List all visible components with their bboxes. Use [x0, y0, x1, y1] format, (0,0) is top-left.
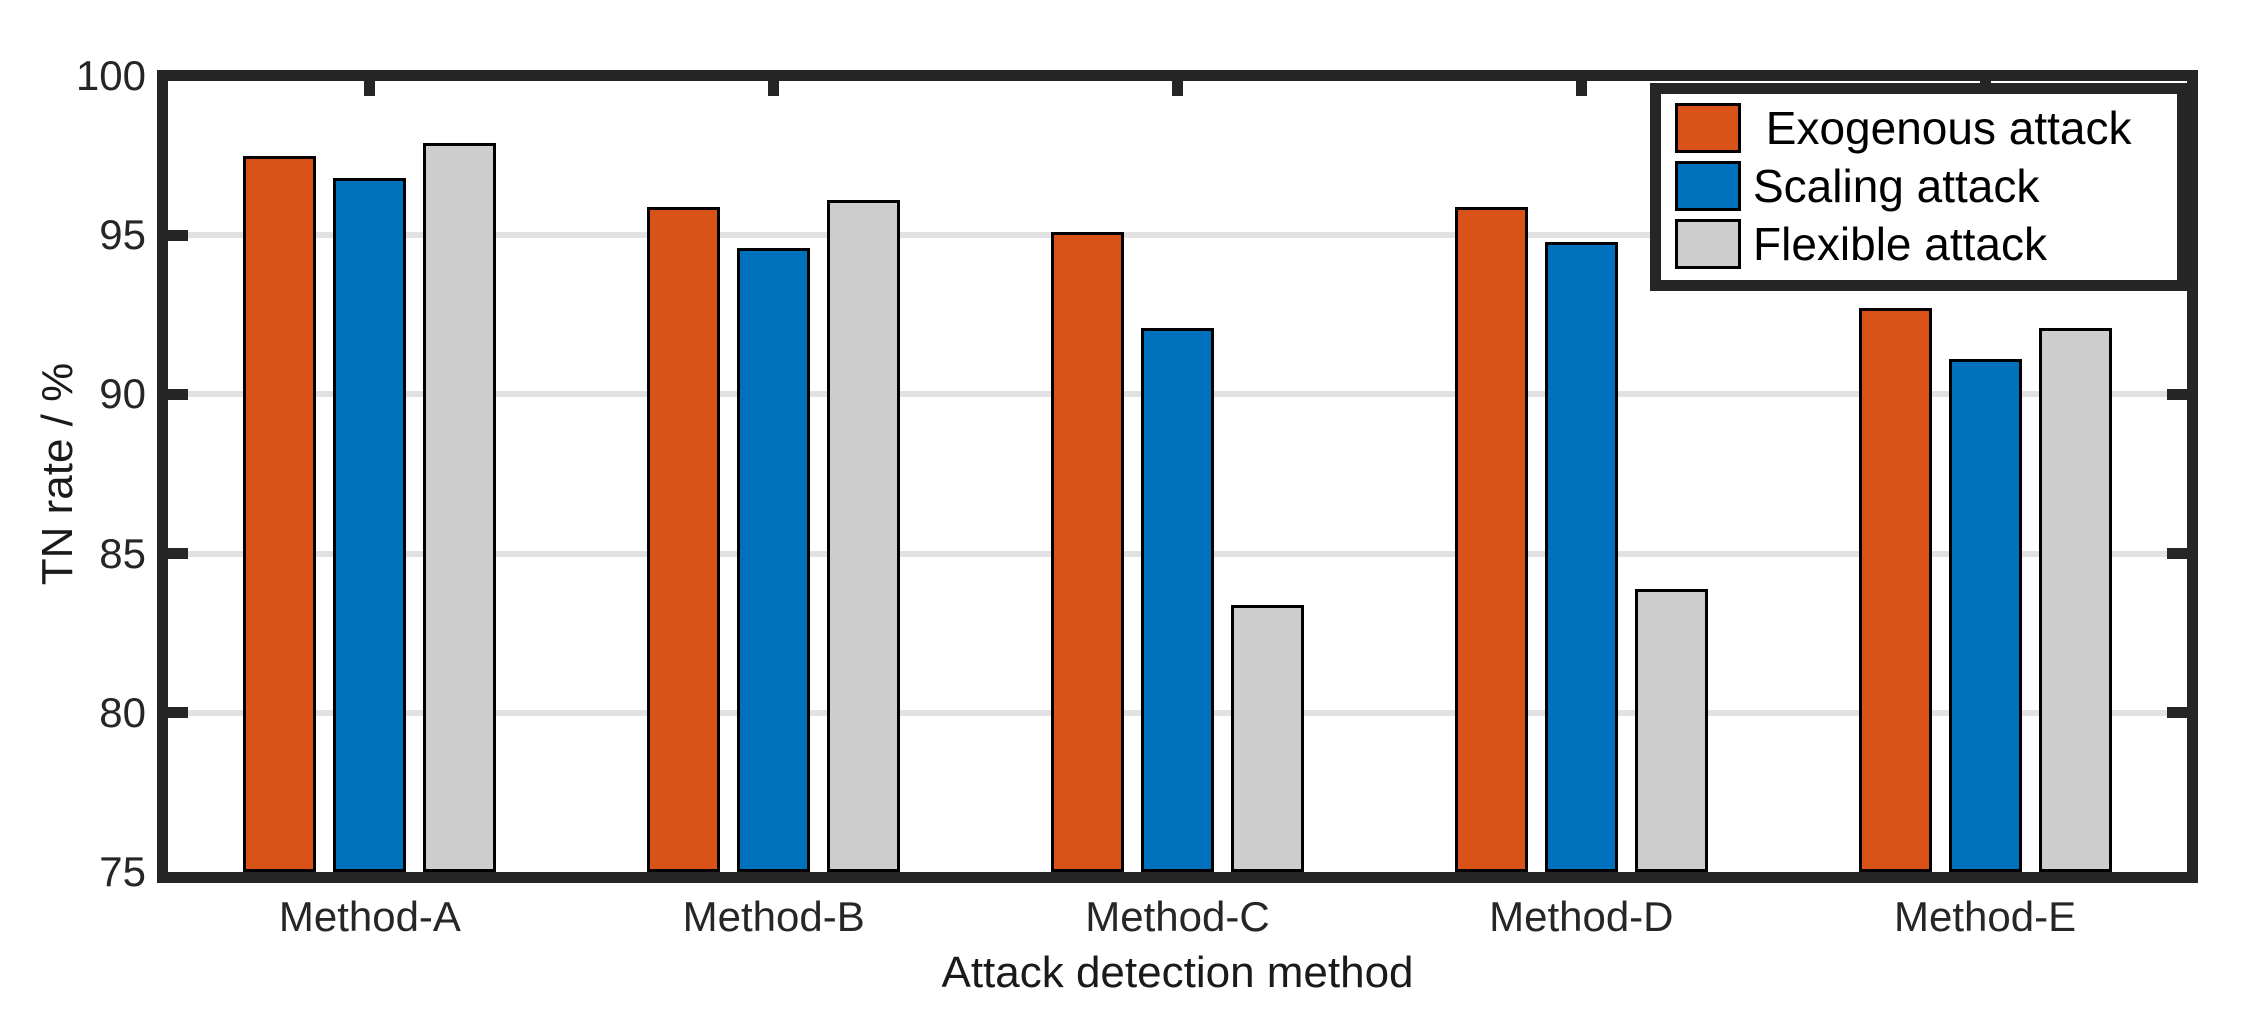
x-tick-top-Method-B — [768, 76, 780, 96]
y-tick-right-85 — [2167, 548, 2187, 560]
y-tick-label-80: 80 — [99, 688, 146, 736]
legend-item-exogenous: Exogenous attack — [1675, 99, 2177, 157]
y-tick-label-85: 85 — [99, 529, 146, 577]
legend-item-scaling: Scaling attack — [1675, 157, 2177, 215]
x-tick-label-Method-D: Method-D — [1489, 893, 1674, 940]
x-tick-top-Method-A — [364, 76, 376, 96]
x-tick-label-Method-B: Method-B — [682, 893, 865, 940]
y-tick-right-80 — [2167, 707, 2187, 719]
gridline-95 — [168, 232, 2187, 239]
bar-flexible-Method-A — [423, 142, 497, 872]
bar-exogenous-Method-C — [1051, 232, 1124, 872]
legend-label: Flexible attack — [1753, 218, 2048, 270]
y-tick-left-90 — [168, 388, 188, 400]
legend: Exogenous attack Scaling attack Flexible a… — [1650, 83, 2188, 291]
bar-exogenous-Method-A — [243, 155, 317, 872]
bar-scaling-Method-C — [1141, 327, 1214, 872]
y-tick-right-90 — [2167, 388, 2187, 400]
legend-item-flexible: Flexible attack — [1675, 215, 2177, 273]
plot-area — [168, 76, 2187, 872]
bar-scaling-Method-E — [1948, 359, 2022, 872]
x-tick-label-Method-A: Method-A — [278, 893, 461, 940]
bar-flexible-Method-D — [1634, 588, 1708, 872]
x-tick-top-Method-D — [1575, 76, 1587, 96]
legend-swatch-flexible — [1675, 219, 1741, 269]
bar-exogenous-Method-B — [647, 206, 721, 872]
x-axis-title: Attack detection method — [941, 948, 1414, 997]
y-tick-label-90: 90 — [99, 370, 146, 418]
legend-rows: Exogenous attack Scaling attack Flexible a… — [1675, 99, 2177, 273]
x-tick-top-Method-C — [1172, 76, 1183, 96]
bar-flexible-Method-E — [2038, 327, 2112, 872]
bar-flexible-Method-C — [1231, 604, 1304, 872]
x-tick-label-Method-E: Method-E — [1894, 893, 2077, 940]
plot-axes-box — [157, 70, 2198, 883]
legend-label: Scaling attack — [1753, 160, 2040, 212]
bar-exogenous-Method-D — [1454, 206, 1528, 872]
y-tick-label-100: 100 — [75, 52, 146, 99]
legend-swatch-exogenous — [1675, 103, 1741, 153]
legend-swatch-scaling — [1675, 161, 1741, 211]
y-tick-label-95: 95 — [99, 211, 146, 259]
y-tick-left-95 — [168, 229, 188, 241]
bar-scaling-Method-B — [737, 247, 811, 872]
bar-scaling-Method-A — [333, 177, 407, 872]
bar-flexible-Method-B — [827, 200, 901, 872]
y-tick-left-85 — [168, 548, 188, 560]
y-tick-label-75: 75 — [99, 848, 146, 895]
y-axis-title: TN rate / % — [33, 362, 82, 586]
y-tick-left-80 — [168, 707, 188, 719]
bar-scaling-Method-D — [1544, 241, 1618, 872]
bar-exogenous-Method-E — [1858, 308, 1932, 872]
x-tick-label-Method-C: Method-C — [1085, 893, 1270, 940]
legend-label: Exogenous attack — [1753, 102, 2132, 154]
